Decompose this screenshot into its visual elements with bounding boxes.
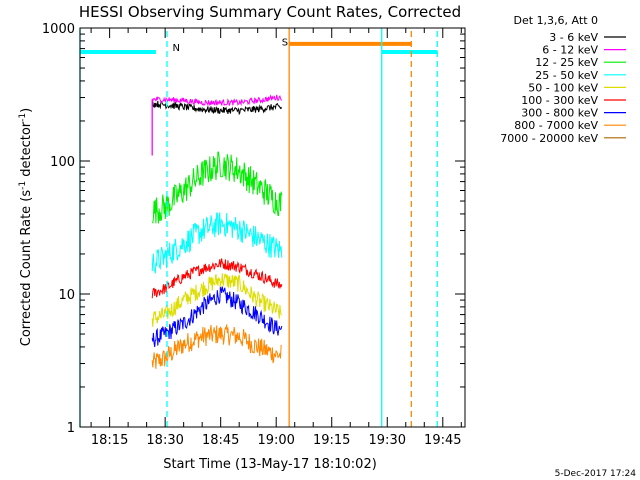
x-tick-label: 19:00 [257,433,294,448]
x-tick-label: 18:30 [146,433,183,448]
legend-entry-label: 6 - 12 keV [542,44,598,57]
y-label-part: Corrected Count Rate (s [19,190,34,347]
legend-entry-label: 7000 - 20000 keV [500,132,598,145]
y-label-superscript: -1 [18,181,28,190]
y-label-part: ) [19,108,34,113]
legend-entry-label: 12 - 25 keV [535,56,598,69]
x-tick-label: 19:30 [369,433,406,448]
chart-title: HESSI Observing Summary Count Rates, Cor… [79,3,461,21]
series-layer [151,94,283,369]
series-line [151,285,283,347]
series-line [151,258,283,299]
x-tick-label: 19:15 [313,433,350,448]
y-label-part: detector [19,121,34,181]
y-tick-label: 100 [50,155,75,170]
x-tick-label: 19:45 [424,433,461,448]
x-tick-label: 18:15 [91,433,128,448]
y-tick-label: 1 [67,421,75,436]
series-line [151,324,282,369]
axes-layer: 1 10 100 1000 18:15 18:30 18:45 19:00 19:15 19:30… [42,22,466,448]
legend-entry-label: 800 - 7000 keV [514,119,598,132]
state-label: N [173,43,180,54]
legend-entry-label: 100 - 300 keV [521,94,598,107]
plot-frame [79,27,466,428]
y-tick-label: 10 [58,288,75,303]
footer-date: 5-Dec-2017 17:24 [555,469,637,479]
y-tick-label: 1000 [42,22,75,37]
y-axis-label: Corrected Count Rate (s-1 detector-1) [18,108,34,346]
legend-entry-label: 3 - 6 keV [549,31,598,44]
legend-entry-label: 50 - 100 keV [528,81,598,94]
legend-title: Det 1,3,6, Att 0 [514,14,598,27]
series-line [151,212,283,274]
legend-entry-label: 25 - 50 keV [535,69,598,82]
legend-entry-label: 300 - 800 keV [521,107,598,120]
series-line [151,94,283,107]
series-line [151,151,283,224]
y-label-superscript: -1 [18,113,28,122]
x-axis-label: Start Time (13-May-17 18:10:02) [163,457,377,472]
state-label: S [282,38,288,49]
x-tick-label: 18:45 [202,433,239,448]
series-line [151,100,283,116]
series-line [151,273,282,327]
